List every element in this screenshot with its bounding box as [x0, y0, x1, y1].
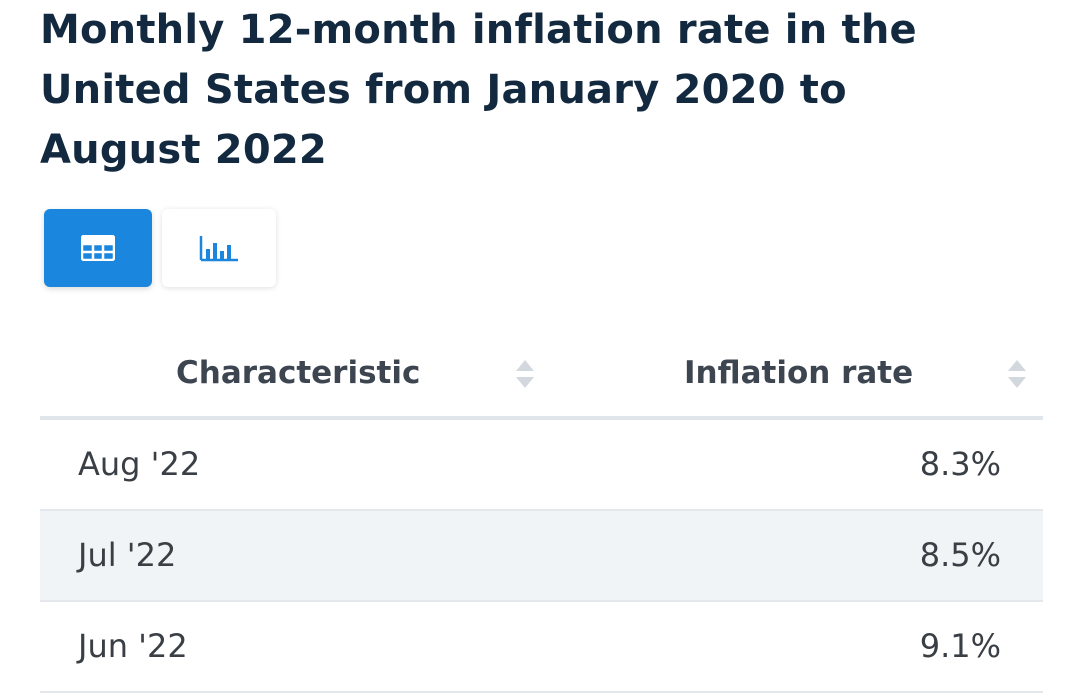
table-row: Aug '22 8.3% [40, 420, 1043, 511]
table-header: Characteristic Inflation rate [40, 330, 1043, 420]
column-header-characteristic[interactable]: Characteristic [176, 355, 421, 391]
view-toggle [44, 209, 276, 287]
table-row: Jul '22 8.5% [40, 511, 1043, 602]
bar-chart-icon [199, 234, 239, 262]
data-table: Characteristic Inflation rate Aug '22 8.… [40, 330, 1043, 693]
table-view-button[interactable] [44, 209, 152, 287]
sort-icon[interactable] [514, 358, 536, 390]
column-header-inflation-rate[interactable]: Inflation rate [684, 355, 914, 391]
table-row: Jun '22 9.1% [40, 602, 1043, 693]
row-value: 8.3% [919, 445, 1001, 483]
page-title: Monthly 12-month inflation rate in the U… [40, 7, 917, 173]
sort-icon[interactable] [1006, 358, 1028, 390]
row-label: Jun '22 [78, 627, 188, 665]
row-label: Aug '22 [78, 445, 201, 483]
row-value: 9.1% [919, 627, 1001, 665]
chart-view-button[interactable] [162, 209, 276, 287]
row-label: Jul '22 [78, 536, 177, 574]
table-icon [81, 235, 115, 261]
row-value: 8.5% [919, 536, 1001, 574]
